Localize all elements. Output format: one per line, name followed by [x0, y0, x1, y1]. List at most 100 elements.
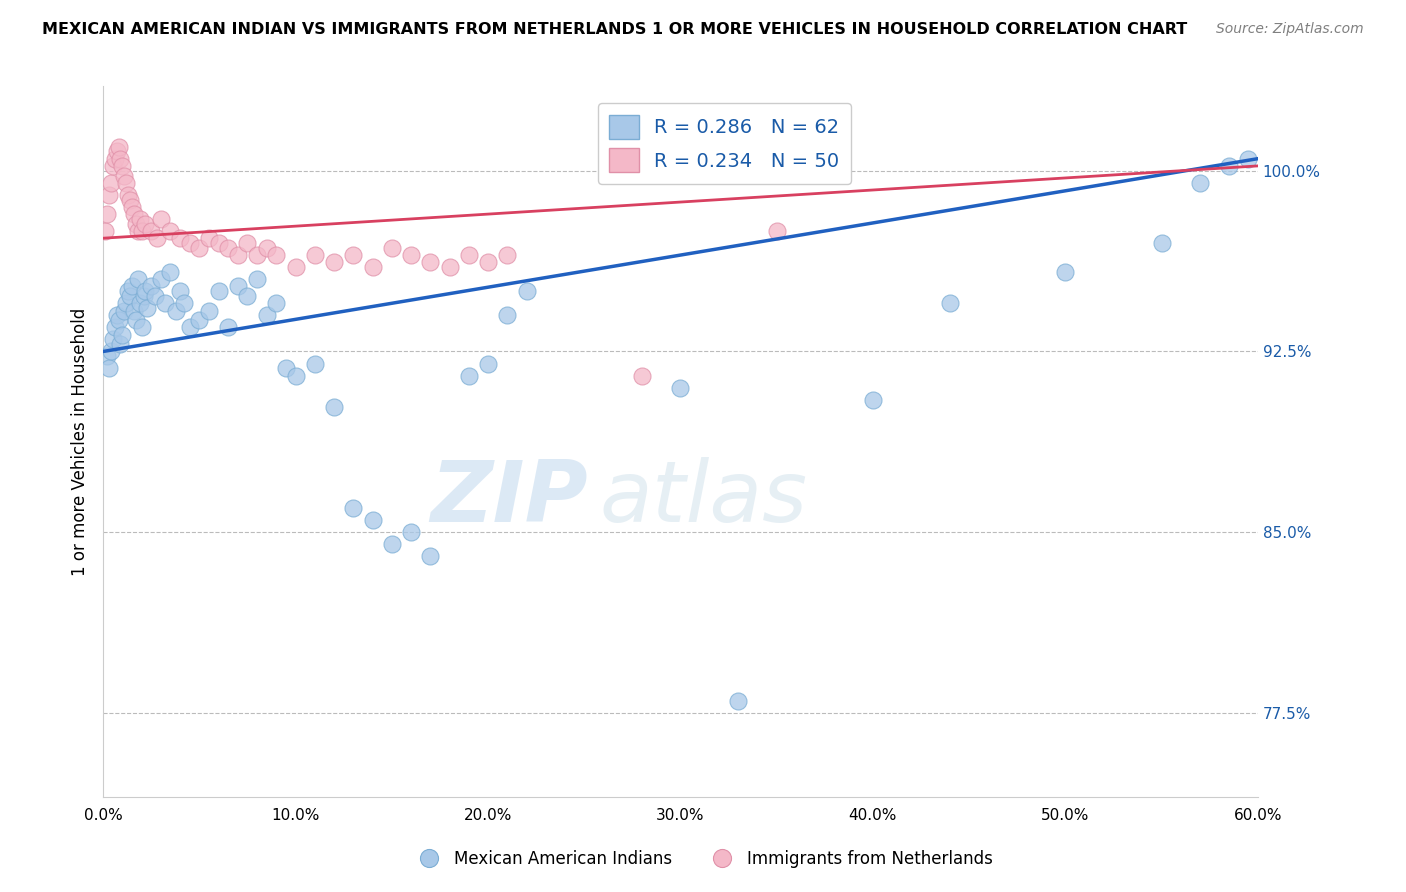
Point: [236, 235, 259, 250]
Point: [274, 361, 297, 376]
Point: [198, 303, 221, 318]
Point: [117, 284, 139, 298]
Point: [120, 193, 142, 207]
Point: [669, 381, 692, 395]
Point: [169, 284, 191, 298]
Point: [284, 260, 307, 274]
Point: [1237, 152, 1260, 166]
Point: [141, 224, 163, 238]
Point: [323, 255, 346, 269]
Point: [179, 235, 201, 250]
Point: [104, 320, 127, 334]
Point: [96, 349, 118, 363]
Text: MEXICAN AMERICAN INDIAN VS IMMIGRANTS FROM NETHERLANDS 1 OR MORE VEHICLES IN HOU: MEXICAN AMERICAN INDIAN VS IMMIGRANTS FR…: [42, 22, 1188, 37]
Point: [226, 248, 249, 262]
Point: [323, 400, 346, 414]
Point: [496, 309, 519, 323]
Y-axis label: 1 or more Vehicles in Household: 1 or more Vehicles in Household: [72, 308, 89, 576]
Text: Source: ZipAtlas.com: Source: ZipAtlas.com: [1216, 22, 1364, 37]
Point: [939, 296, 962, 310]
Point: [1054, 265, 1077, 279]
Point: [342, 501, 364, 516]
Point: [217, 241, 239, 255]
Point: [1218, 159, 1240, 173]
Point: [236, 289, 259, 303]
Point: [419, 549, 441, 564]
Point: [112, 303, 135, 318]
Point: [477, 255, 499, 269]
Point: [127, 272, 149, 286]
Point: [256, 241, 278, 255]
Point: [198, 231, 221, 245]
Point: [101, 159, 124, 173]
Point: [115, 296, 138, 310]
Point: [207, 235, 229, 250]
Point: [96, 207, 118, 221]
Point: [146, 231, 169, 245]
Text: ZIP: ZIP: [430, 458, 588, 541]
Point: [727, 694, 749, 708]
Point: [226, 279, 249, 293]
Point: [159, 265, 181, 279]
Point: [121, 200, 143, 214]
Point: [188, 313, 211, 327]
Point: [104, 152, 127, 166]
Point: [266, 296, 288, 310]
Point: [105, 145, 128, 159]
Point: [128, 296, 150, 310]
Point: [457, 248, 479, 262]
Point: [173, 296, 195, 310]
Point: [127, 224, 149, 238]
Point: [266, 248, 288, 262]
Point: [110, 152, 132, 166]
Point: [399, 248, 422, 262]
Point: [477, 357, 499, 371]
Point: [105, 309, 128, 323]
Point: [141, 279, 163, 293]
Point: [122, 303, 145, 318]
Point: [107, 313, 129, 327]
Point: [246, 272, 269, 286]
Point: [765, 224, 787, 238]
Point: [97, 187, 120, 202]
Point: [862, 392, 884, 407]
Point: [169, 231, 191, 245]
Point: [165, 303, 187, 318]
Point: [134, 217, 156, 231]
Point: [131, 320, 153, 334]
Point: [100, 344, 122, 359]
Point: [125, 313, 148, 327]
Point: [1189, 176, 1212, 190]
Point: [207, 284, 229, 298]
Point: [457, 368, 479, 383]
Point: [304, 357, 326, 371]
Point: [149, 211, 172, 226]
Point: [284, 368, 307, 383]
Point: [304, 248, 326, 262]
Point: [94, 224, 117, 238]
Point: [120, 289, 142, 303]
Point: [256, 309, 278, 323]
Point: [111, 327, 134, 342]
Point: [179, 320, 201, 334]
Point: [515, 284, 537, 298]
Point: [217, 320, 239, 334]
Point: [381, 537, 404, 551]
Point: [101, 333, 124, 347]
Point: [110, 337, 132, 351]
Point: [136, 301, 159, 315]
Legend: R = 0.286   N = 62, R = 0.234   N = 50: R = 0.286 N = 62, R = 0.234 N = 50: [598, 103, 851, 184]
Point: [381, 241, 404, 255]
Point: [117, 187, 139, 202]
Point: [115, 176, 138, 190]
Point: [122, 207, 145, 221]
Point: [112, 169, 135, 183]
Point: [496, 248, 519, 262]
Legend: Mexican American Indians, Immigrants from Netherlands: Mexican American Indians, Immigrants fro…: [406, 844, 1000, 875]
Point: [399, 525, 422, 540]
Point: [1150, 235, 1173, 250]
Text: atlas: atlas: [599, 458, 807, 541]
Point: [111, 159, 134, 173]
Point: [361, 513, 384, 527]
Point: [100, 176, 122, 190]
